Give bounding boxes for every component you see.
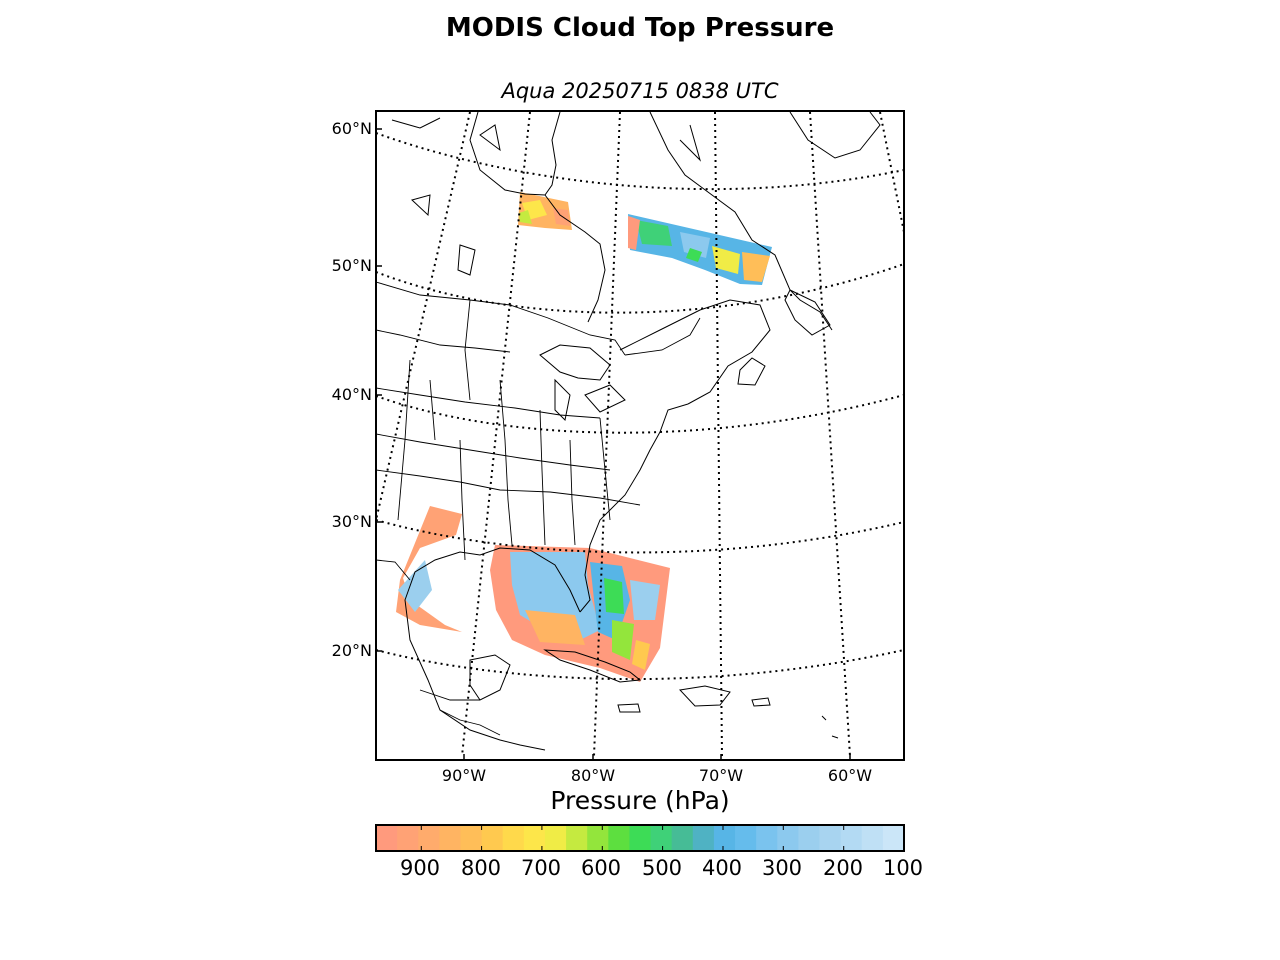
colorbar-tick-label: 800 [460, 856, 502, 880]
colorbar-segment [861, 825, 884, 851]
colorbar-segment [376, 825, 398, 851]
lat-label-30: 30°N [331, 512, 372, 531]
colorbar-ticks [420, 825, 905, 851]
colorbar-segment [608, 825, 631, 851]
lon-label-80: 80°W [570, 766, 616, 785]
colorbar-tick-label: 500 [641, 856, 683, 880]
colorbar-segment [713, 825, 736, 851]
colorbar-segment [502, 825, 525, 851]
chart-subtitle: Aqua 20250715 0838 UTC [501, 79, 779, 103]
colorbar-tick-label: 700 [520, 856, 562, 880]
colorbar-tick-label: 200 [822, 856, 864, 880]
lat-label-50: 50°N [331, 256, 372, 275]
colorbar-segment [418, 825, 440, 851]
colorbar-segment [840, 825, 863, 851]
lon-label-60: 60°W [827, 766, 873, 785]
colorbar-segment [735, 825, 757, 851]
colorbar-segment [460, 825, 483, 851]
colorbar-segment [544, 825, 567, 851]
lat-label-40: 40°N [331, 385, 372, 404]
lat-label-60: 60°N [331, 119, 372, 138]
colorbar-segment [756, 825, 778, 851]
colorbar [376, 825, 905, 851]
lat-label-20: 20°N [331, 641, 372, 660]
colorbar-segment [439, 825, 462, 851]
colorbar-segment [819, 825, 842, 851]
colorbar-tick-label: 600 [580, 856, 622, 880]
colorbar-tick-label: 400 [701, 856, 743, 880]
graticule [376, 111, 904, 757]
colorbar-tick-label: 900 [399, 856, 441, 880]
colorbar-segment [882, 825, 905, 851]
colorbar-segment [798, 825, 821, 851]
colorbar-segment [523, 825, 546, 851]
colorbar-segment [671, 825, 694, 851]
colorbar-tick-label: 300 [761, 856, 803, 880]
chart-title: MODIS Cloud Top Pressure [445, 13, 835, 43]
colorbar-title: Pressure (hPa) [550, 786, 730, 815]
cloud-swath-hudson [518, 192, 572, 230]
map-ticks [376, 128, 851, 760]
lon-label-90: 90°W [441, 766, 487, 785]
cloud-swath-gulf [396, 506, 670, 682]
cloud-swath-quebec [628, 214, 772, 285]
colorbar-segment [692, 825, 715, 851]
colorbar-tick-label: 100 [882, 856, 924, 880]
colorbar-segment [777, 825, 799, 851]
map-area [376, 111, 904, 760]
colorbar-segment [566, 825, 588, 851]
colorbar-segment [629, 825, 652, 851]
colorbar-segment [481, 825, 504, 851]
map-frame [375, 110, 905, 761]
colorbar-frame [375, 824, 905, 852]
colorbar-segment [650, 825, 673, 851]
coastlines [391, 111, 881, 751]
colorbar-segment [397, 825, 419, 851]
lon-label-70: 70°W [698, 766, 744, 785]
colorbar-segment [587, 825, 609, 851]
